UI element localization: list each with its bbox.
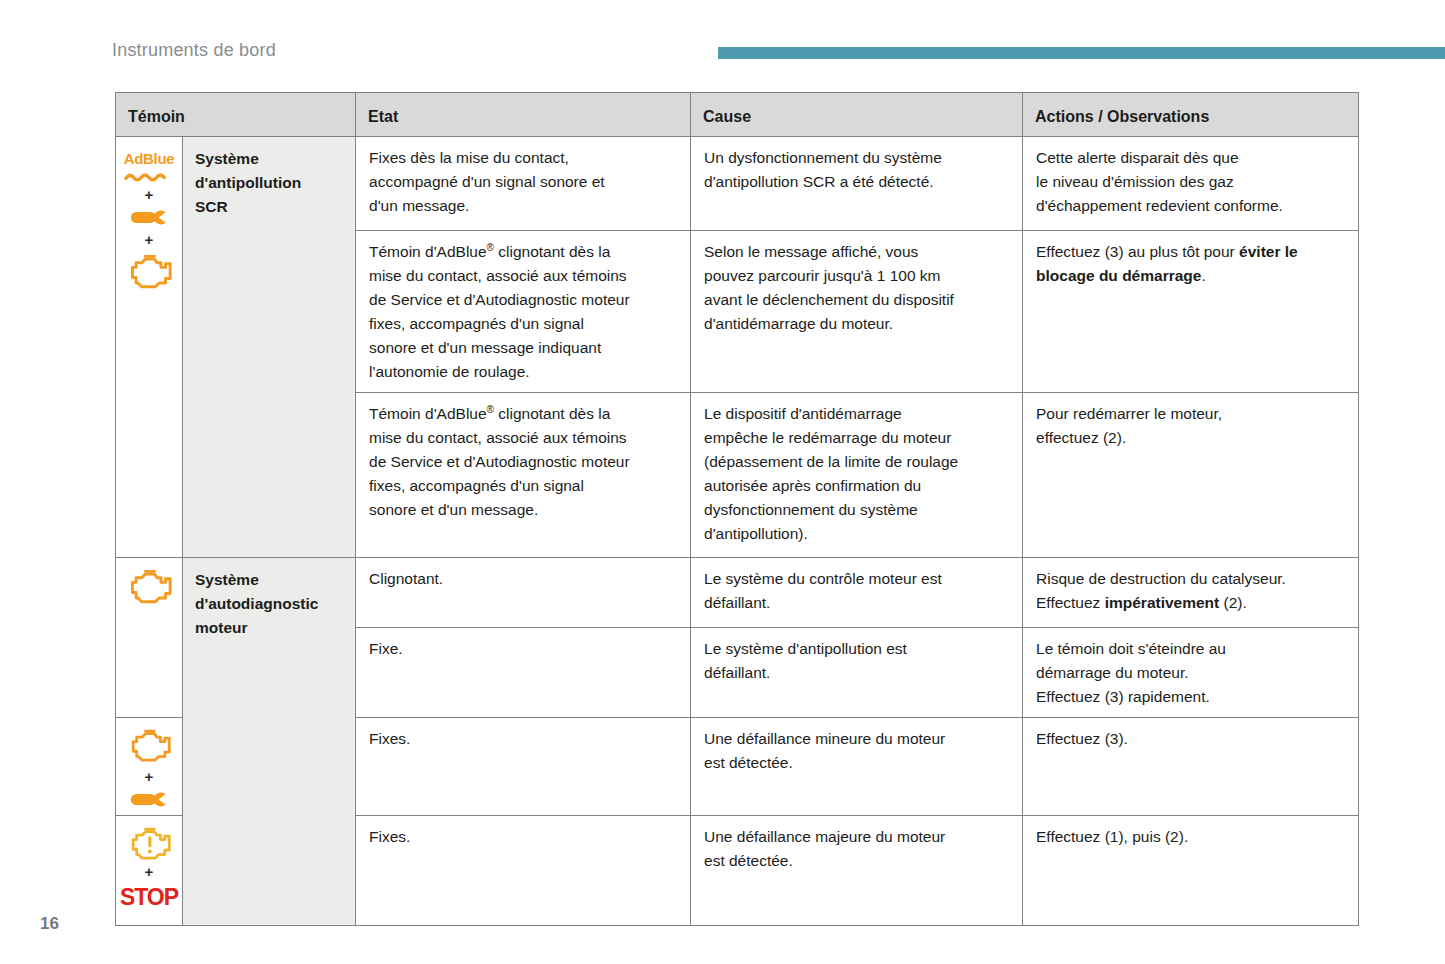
etat-cell: Clignotant. [356,558,691,628]
wrench-icon [128,790,170,809]
group-label-autodiag: Système d'autodiagnostic moteur [183,558,356,926]
engine-icon [127,728,171,764]
col-header-etat: Etat [356,93,691,137]
group-label-scr: Système d'antipollution SCR [183,137,356,558]
engine-icon [126,568,172,606]
col-header-temoin: Témoin [116,93,356,137]
adblue-icon-label: AdBlue [124,150,175,167]
actions-cell: Le témoin doit s'éteindre au démarrage d… [1023,628,1359,718]
etat-cell: Fixes. [356,718,691,816]
adblue-icon: AdBlue [124,147,175,182]
table-header-row: Témoin Etat Cause Actions / Observations [116,93,1359,137]
etat-cell: Fixes dès la mise du contact, accompagné… [356,137,691,231]
table-row: Système d'autodiagnostic moteur Clignota… [116,558,1359,628]
table-row: AdBlue + + [116,137,1359,231]
accent-bar [718,47,1445,59]
temoin-icons-major-fault: + STOP [116,816,183,926]
col-header-cause: Cause [691,93,1023,137]
cause-cell: Selon le message affiché, vous pouvez pa… [691,231,1023,393]
actions-cell: Effectuez (1), puis (2). [1023,816,1359,926]
cause-cell: Le dispositif d'antidémarrage empêche le… [691,393,1023,558]
etat-cell: Fixe. [356,628,691,718]
actions-cell: Cette alerte disparait dès que le niveau… [1023,137,1359,231]
cause-cell: Une défaillance majeure du moteur est dé… [691,816,1023,926]
cause-cell: Le système d'antipollution est défaillan… [691,628,1023,718]
wrench-icon [128,208,170,227]
etat-cell: Fixes. [356,816,691,926]
actions-cell: Effectuez (3). [1023,718,1359,816]
manual-page: Instruments de bord Témoin Etat Cause Ac… [0,0,1445,964]
actions-cell: Effectuez (3) au plus tôt pour éviter le… [1023,231,1359,393]
warning-lights-table: Témoin Etat Cause Actions / Observations… [115,92,1359,926]
cause-cell: Une défaillance mineure du moteur est dé… [691,718,1023,816]
col-header-actions: Actions / Observations [1023,93,1359,137]
page-number: 16 [40,914,59,934]
engine-icon [126,253,172,291]
plus-icon: + [145,864,154,880]
temoin-icons-minor-fault: + [116,718,183,816]
stop-icon: STOP [120,884,178,910]
etat-cell: Témoin d'AdBlue® clignotant dès lamise d… [356,231,691,393]
temoin-icon-autodiag [116,558,183,718]
temoin-icons-scr: AdBlue + + [116,137,183,558]
engine-warning-icon [127,826,171,862]
cause-cell: Un dysfonctionnement du système d'antipo… [691,137,1023,231]
actions-cell: Risque de destruction du catalyseur.Effe… [1023,558,1359,628]
adblue-wave-icon [124,171,170,182]
plus-icon: + [145,232,154,248]
actions-cell: Pour redémarrer le moteur, effectuez (2)… [1023,393,1359,558]
plus-icon: + [145,187,154,203]
etat-cell: Témoin d'AdBlue® clignotant dès lamise d… [356,393,691,558]
plus-icon: + [145,769,154,785]
cause-cell: Le système du contrôle moteur est défail… [691,558,1023,628]
page-title: Instruments de bord [112,40,276,61]
